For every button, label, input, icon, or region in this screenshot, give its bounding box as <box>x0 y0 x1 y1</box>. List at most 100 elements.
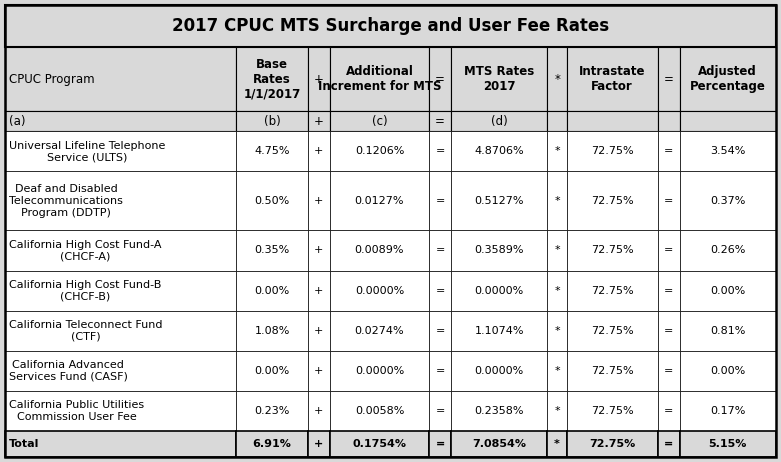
Text: Total: Total <box>9 439 39 449</box>
Text: =: = <box>664 73 673 86</box>
Bar <box>237 431 308 457</box>
Bar <box>679 351 776 391</box>
Bar <box>451 351 547 391</box>
Text: 0.23%: 0.23% <box>255 406 290 416</box>
Text: 6.91%: 6.91% <box>253 439 291 449</box>
Bar <box>330 111 429 131</box>
Text: MTS Rates
2017: MTS Rates 2017 <box>464 65 534 93</box>
Bar <box>451 231 547 271</box>
Bar <box>567 310 658 351</box>
Bar <box>658 351 679 391</box>
Text: 72.75%: 72.75% <box>591 245 633 255</box>
Text: California Teleconnect Fund
(CTF): California Teleconnect Fund (CTF) <box>9 320 162 341</box>
Bar <box>5 5 776 48</box>
Text: +: + <box>314 73 324 86</box>
Bar <box>330 310 429 351</box>
Text: 72.75%: 72.75% <box>591 196 633 206</box>
Text: 72.75%: 72.75% <box>589 439 635 449</box>
Bar <box>429 111 451 131</box>
Text: 0.0089%: 0.0089% <box>355 245 405 255</box>
Bar <box>429 131 451 171</box>
Text: 7.0854%: 7.0854% <box>473 439 526 449</box>
Text: =: = <box>435 406 444 416</box>
Bar <box>679 111 776 131</box>
Bar <box>5 48 237 111</box>
Text: Additional
Increment for MTS: Additional Increment for MTS <box>318 65 441 93</box>
Bar <box>451 111 547 131</box>
Text: California High Cost Fund-A
(CHCF-A): California High Cost Fund-A (CHCF-A) <box>9 240 162 261</box>
Bar <box>308 171 330 231</box>
Text: +: + <box>314 366 323 376</box>
Text: =: = <box>435 196 444 206</box>
Bar <box>429 271 451 310</box>
Bar <box>567 131 658 171</box>
Text: =: = <box>435 286 444 296</box>
Bar <box>451 131 547 171</box>
Text: *: * <box>555 196 560 206</box>
Text: 0.81%: 0.81% <box>710 326 746 336</box>
Bar <box>567 111 658 131</box>
Text: +: + <box>314 115 324 128</box>
Text: 0.0000%: 0.0000% <box>475 366 524 376</box>
Bar <box>429 231 451 271</box>
Text: (a): (a) <box>9 115 26 128</box>
Text: 0.26%: 0.26% <box>710 245 746 255</box>
Bar <box>658 171 679 231</box>
Text: California High Cost Fund-B
(CHCF-B): California High Cost Fund-B (CHCF-B) <box>9 280 162 301</box>
Text: 5.15%: 5.15% <box>708 439 747 449</box>
Text: 3.54%: 3.54% <box>710 146 746 156</box>
Text: +: + <box>314 146 323 156</box>
Bar <box>547 231 567 271</box>
Bar <box>330 48 429 111</box>
Bar <box>679 271 776 310</box>
Text: 0.00%: 0.00% <box>255 366 290 376</box>
Bar <box>5 111 237 131</box>
Text: 72.75%: 72.75% <box>591 406 633 416</box>
Bar <box>308 48 330 111</box>
Text: +: + <box>314 326 323 336</box>
Bar <box>547 131 567 171</box>
Text: 0.2358%: 0.2358% <box>475 406 524 416</box>
Bar <box>567 171 658 231</box>
Bar <box>237 131 308 171</box>
Text: 0.0058%: 0.0058% <box>355 406 405 416</box>
Text: (c): (c) <box>372 115 387 128</box>
Bar <box>5 231 237 271</box>
Text: *: * <box>555 73 560 86</box>
Text: =: = <box>435 245 444 255</box>
Text: Base
Rates
1/1/2017: Base Rates 1/1/2017 <box>244 58 301 101</box>
Bar <box>5 431 237 457</box>
Bar <box>547 171 567 231</box>
Text: California Public Utilities
Commission User Fee: California Public Utilities Commission U… <box>9 400 144 422</box>
Text: 0.00%: 0.00% <box>710 286 745 296</box>
Text: (b): (b) <box>264 115 280 128</box>
Bar <box>567 391 658 431</box>
Bar <box>547 310 567 351</box>
Bar <box>658 391 679 431</box>
Bar <box>658 131 679 171</box>
Bar <box>451 48 547 111</box>
Bar <box>567 351 658 391</box>
Bar <box>679 48 776 111</box>
Text: =: = <box>435 366 444 376</box>
Text: 0.35%: 0.35% <box>255 245 290 255</box>
Text: 0.0000%: 0.0000% <box>355 366 404 376</box>
Text: =: = <box>664 406 673 416</box>
Text: 0.0274%: 0.0274% <box>355 326 405 336</box>
Text: =: = <box>664 245 673 255</box>
Text: Adjusted
Percentage: Adjusted Percentage <box>690 65 765 93</box>
Text: +: + <box>314 245 323 255</box>
Bar <box>451 271 547 310</box>
Bar <box>658 231 679 271</box>
Text: 0.0127%: 0.0127% <box>355 196 405 206</box>
Text: =: = <box>435 73 445 86</box>
Text: 1.1074%: 1.1074% <box>475 326 524 336</box>
Bar <box>429 391 451 431</box>
Bar <box>429 310 451 351</box>
Text: =: = <box>664 146 673 156</box>
Text: 0.0000%: 0.0000% <box>355 286 404 296</box>
Bar <box>308 271 330 310</box>
Text: 2017 CPUC MTS Surcharge and User Fee Rates: 2017 CPUC MTS Surcharge and User Fee Rat… <box>172 17 609 35</box>
Bar <box>679 391 776 431</box>
Text: +: + <box>314 406 323 416</box>
